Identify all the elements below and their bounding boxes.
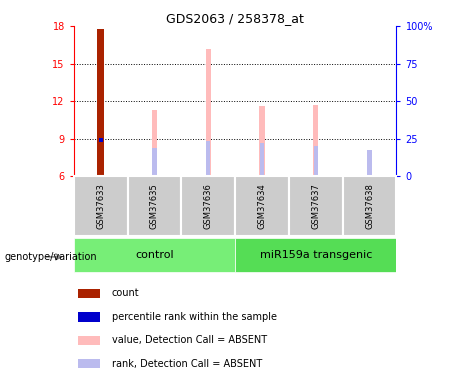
Text: GSM37634: GSM37634 — [258, 183, 266, 229]
Bar — [152, 110, 157, 176]
Text: control: control — [135, 250, 174, 260]
Bar — [313, 105, 319, 176]
Text: GSM37636: GSM37636 — [204, 183, 213, 229]
Bar — [152, 147, 157, 176]
Text: count: count — [112, 288, 139, 298]
Bar — [206, 141, 210, 176]
Bar — [235, 238, 396, 272]
Bar — [181, 176, 235, 236]
Bar — [367, 153, 372, 176]
Bar — [74, 238, 235, 272]
Bar — [367, 150, 372, 176]
Bar — [74, 176, 128, 236]
Text: GSM37637: GSM37637 — [311, 183, 320, 229]
Text: percentile rank within the sample: percentile rank within the sample — [112, 312, 277, 322]
Bar — [343, 176, 396, 236]
Bar — [289, 176, 343, 236]
Text: rank, Detection Call = ABSENT: rank, Detection Call = ABSENT — [112, 359, 262, 369]
Text: value, Detection Call = ABSENT: value, Detection Call = ABSENT — [112, 335, 266, 345]
Bar — [77, 289, 100, 298]
Bar — [77, 359, 100, 368]
Bar — [77, 312, 100, 322]
Text: GSM37633: GSM37633 — [96, 183, 105, 229]
Text: genotype/variation: genotype/variation — [5, 252, 97, 262]
Bar — [128, 176, 181, 236]
Bar — [260, 142, 264, 176]
Bar — [206, 49, 211, 176]
Bar — [77, 336, 100, 345]
Title: GDS2063 / 258378_at: GDS2063 / 258378_at — [166, 12, 304, 25]
Bar — [235, 176, 289, 236]
Text: GSM37635: GSM37635 — [150, 183, 159, 229]
Text: miR159a transgenic: miR159a transgenic — [260, 250, 372, 260]
Bar — [97, 29, 104, 176]
Bar — [99, 138, 103, 142]
Bar — [259, 106, 265, 176]
Bar — [313, 146, 318, 176]
Text: GSM37638: GSM37638 — [365, 183, 374, 229]
